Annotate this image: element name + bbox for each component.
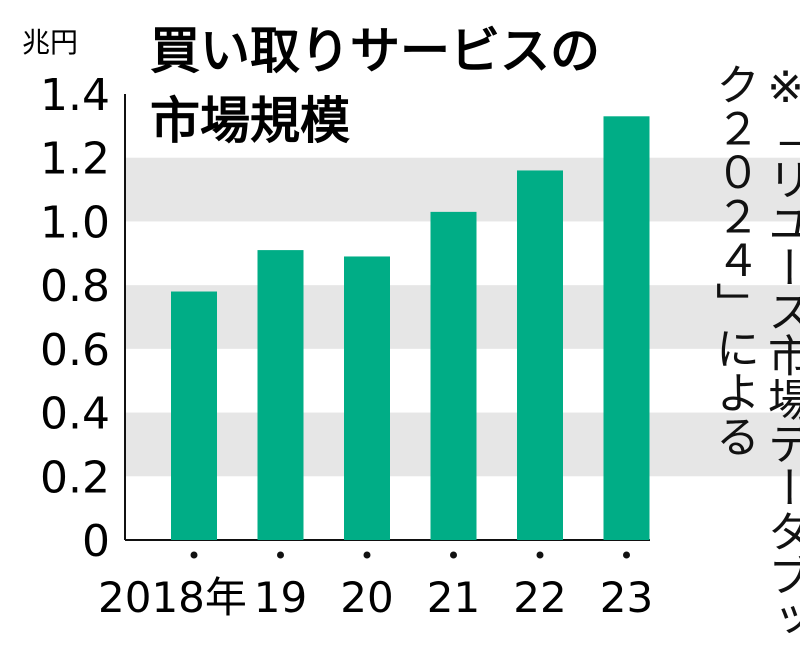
x-tick-dot [536, 551, 544, 559]
bars [171, 116, 650, 541]
bar [517, 170, 563, 540]
y-tick-label: 1.2 [40, 134, 110, 185]
bar [430, 211, 477, 540]
y-tick-label: 0.4 [40, 389, 110, 440]
y-tick-label: 0 [82, 516, 110, 567]
x-tick-label: 22 [513, 573, 566, 622]
source-note: ※「リユース市場データブック２０２４」による [708, 62, 800, 641]
x-tick-dot [450, 551, 457, 559]
bar [257, 250, 304, 540]
y-axis-label: 兆円 [22, 26, 78, 59]
y-tick-labels: 0 0.2 0.4 0.6 0.8 1.0 1.2 1.4 [40, 70, 110, 567]
y-tick-label: 1.0 [40, 197, 110, 248]
x-tick-dot [363, 551, 371, 559]
y-tick-label: 0.8 [40, 261, 110, 312]
bar [603, 116, 650, 541]
x-tick-labels: 2018年 19 20 21 22 23 [98, 551, 653, 622]
x-tick-label: 23 [600, 573, 653, 622]
y-tick-label: 0.2 [40, 452, 110, 503]
grid-band [125, 157, 800, 222]
x-tick-dot [190, 551, 198, 559]
x-tick-label: 20 [340, 573, 393, 622]
bar [171, 291, 217, 540]
x-tick-dot [623, 551, 630, 559]
chart-title-line-2: 市場規模 [150, 92, 350, 150]
x-tick-dot [277, 551, 284, 559]
y-tick-label: 0.6 [40, 325, 110, 376]
x-tick-label: 19 [254, 573, 307, 622]
chart-title-line-1: 買い取りサービスの [150, 22, 600, 80]
x-tick-label: 2018年 [98, 573, 247, 622]
bar [344, 256, 390, 540]
y-tick-label: 1.4 [40, 70, 110, 121]
x-tick-label: 21 [427, 573, 480, 622]
